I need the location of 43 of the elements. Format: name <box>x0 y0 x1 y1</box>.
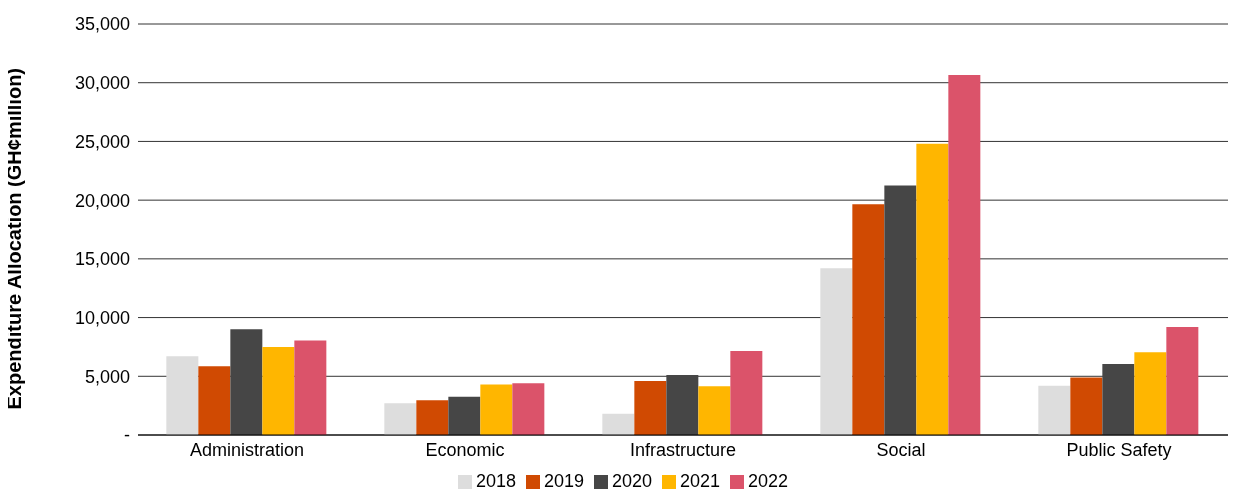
legend-label: 2020 <box>611 471 653 491</box>
bar <box>820 268 853 435</box>
x-tick-label: Infrastructure <box>629 439 737 460</box>
bar <box>198 366 231 435</box>
bar <box>262 346 295 435</box>
x-tick-label: Economic <box>425 439 505 460</box>
y-tick-label: 35,000 <box>74 14 130 35</box>
bar <box>916 143 949 435</box>
bar <box>384 403 417 435</box>
x-tick-label: Social <box>876 439 926 460</box>
bar <box>948 75 981 435</box>
x-tick-label: Administration <box>189 439 305 460</box>
bar <box>416 400 449 435</box>
bar <box>480 384 513 435</box>
legend-label: 2019 <box>543 471 584 491</box>
y-tick-label: 5,000 <box>84 366 130 387</box>
legend-label: 2022 <box>748 471 789 491</box>
bar <box>1134 352 1167 435</box>
bar <box>166 356 199 435</box>
y-tick-label: 10,000 <box>74 307 130 328</box>
bar <box>666 375 699 435</box>
y-tick-label: 15,000 <box>74 249 130 270</box>
bar <box>1038 385 1071 435</box>
bar <box>852 204 885 435</box>
bar <box>730 351 763 435</box>
x-tick-label: Public Safety <box>1066 439 1172 460</box>
bar <box>294 340 327 435</box>
y-tick-label: - <box>124 425 130 446</box>
bar <box>884 185 917 435</box>
bar <box>1166 326 1199 435</box>
bar <box>448 396 481 435</box>
bar <box>1102 363 1135 435</box>
y-tick-label: 25,000 <box>74 131 130 152</box>
bar <box>230 329 263 435</box>
bar <box>1070 377 1103 435</box>
y-tick-label: 20,000 <box>74 190 130 211</box>
bar <box>698 386 731 435</box>
y-tick-label: 30,000 <box>74 73 130 94</box>
bar <box>512 383 545 435</box>
legend-label: 2018 <box>475 471 516 491</box>
bar <box>602 413 635 435</box>
legend-label: 2021 <box>680 471 721 491</box>
bar <box>634 380 667 435</box>
